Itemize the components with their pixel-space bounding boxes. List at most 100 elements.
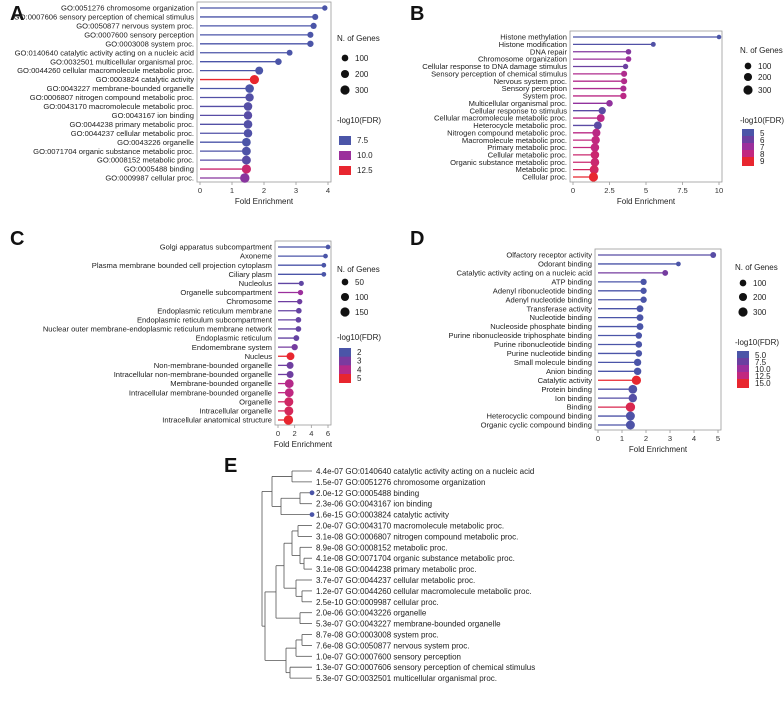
lollipop-point (312, 13, 319, 20)
panel-C: C Golgi apparatus subcompartmentAxonemePl… (10, 228, 381, 449)
category-label: Chromosome organization (478, 55, 567, 64)
size-legend-dot (341, 54, 349, 62)
category-label: Cellular macromolecule metabolic proc. (434, 114, 567, 123)
lollipop-point (628, 384, 638, 394)
x-tick-label: 3 (668, 434, 672, 443)
category-label: Heterocyclic compound binding (486, 412, 592, 421)
lollipop-point (676, 261, 681, 267)
size-legend-title: N. of Genes (337, 265, 380, 274)
lollipop-point (242, 146, 251, 156)
category-label: Endomembrane system (192, 343, 272, 352)
tree-tip-dot (309, 512, 315, 517)
category-label: Purine nucleotide binding (507, 349, 592, 358)
size-legend-value: 100 (758, 62, 772, 71)
color-legend-value: 4 (357, 365, 362, 374)
lollipop-point (662, 269, 669, 276)
plot-frame (594, 248, 722, 431)
category-label: GO:0008152 metabolic proc. (97, 156, 194, 165)
lollipop-point (625, 56, 632, 62)
lollipop-point (298, 280, 304, 286)
color-legend-value: 2 (357, 348, 362, 357)
lollipop-point (293, 335, 300, 341)
category-label: Cellular proc. (522, 173, 567, 182)
panel-label: B (410, 3, 424, 25)
category-label: GO:0044238 primary metabolic proc. (69, 120, 194, 129)
category-label: Intracellular anatomical structure (162, 416, 272, 425)
color-legend-swatch (742, 150, 754, 159)
size-legend-title: N. of Genes (735, 263, 778, 272)
category-label: Plasma membrane bounded cell projection … (92, 261, 272, 270)
category-label: Nucleoside phosphate binding (490, 322, 592, 331)
color-legend-value: 15.0 (755, 379, 771, 388)
x-axis-title: Fold Enrichment (274, 440, 333, 449)
size-legend-dot (340, 307, 350, 317)
category-label: GO:0044237 cellular metabolic proc. (71, 129, 194, 138)
lollipop-point (295, 317, 302, 323)
category-label: GO:0005488 binding (124, 165, 194, 174)
size-legend-value: 50 (355, 278, 364, 287)
category-label: GO:0140640 catalytic activity acting on … (15, 48, 194, 57)
lollipop-point (243, 128, 253, 138)
lollipop-point (621, 78, 628, 85)
tree-leaf-label: 4.4e-07 GO:0140640 catalytic activity ac… (316, 467, 534, 476)
category-label: Histone modification (499, 40, 567, 49)
color-legend-value: 8 (760, 150, 765, 159)
color-legend-swatch (339, 365, 351, 375)
size-legend-dot (738, 292, 748, 302)
category-label: Heterocycle metabolic proc. (473, 121, 567, 130)
lollipop-point (640, 278, 647, 285)
lollipop-point (291, 344, 298, 351)
x-tick-label: 10 (715, 186, 723, 195)
lollipop-point (310, 22, 317, 29)
category-label: GO:0009987 cellular proc. (105, 174, 194, 183)
x-tick-label: 5 (644, 186, 648, 195)
lollipop-point (620, 85, 627, 92)
lollipop-point (241, 155, 251, 165)
color-legend-swatch (737, 365, 749, 374)
category-label: Histone methylation (500, 33, 567, 42)
x-tick-label: 4 (692, 434, 696, 443)
lollipop-point (628, 393, 638, 403)
category-label: Organelle (239, 397, 272, 406)
category-label: Adenyl ribonucleotide binding (493, 286, 592, 295)
category-label: GO:0043227 membrane-bounded organelle (47, 84, 194, 93)
x-tick-label: 2 (262, 186, 266, 195)
size-legend-dot (744, 62, 752, 70)
color-legend-swatch (742, 143, 754, 152)
color-legend-value: 7 (760, 143, 765, 152)
lollipop-point (322, 5, 328, 11)
tree-leaf-label: 2.0e-12 GO:0005488 binding (316, 489, 419, 498)
color-legend-value: 10.0 (357, 151, 373, 160)
tree-tip-dot (309, 490, 315, 496)
color-legend-swatch (737, 358, 749, 367)
category-label: Transferase activity (526, 304, 592, 313)
lollipop-point (636, 305, 644, 313)
x-tick-label: 0 (571, 186, 575, 195)
size-legend-dot (743, 72, 753, 82)
category-label: Intracellular non-membrane-bounded organ… (114, 370, 272, 379)
color-legend-swatch (737, 372, 749, 381)
color-legend-swatch (339, 136, 351, 145)
tree-leaf-label: 7.6e-08 GO:0050877 nervous system proc. (316, 641, 469, 650)
lollipop-point (621, 70, 628, 77)
size-legend-dot (739, 279, 747, 287)
color-legend-value: 9 (760, 157, 765, 166)
lollipop-point (286, 352, 295, 361)
lollipop-point (243, 111, 253, 120)
size-legend-dot (340, 292, 350, 302)
tree-leaf-label: 1.0e-07 GO:0007600 sensory perception (316, 652, 461, 661)
category-label: Intracellular organelle (199, 406, 272, 415)
color-legend-title: -log10(FDR) (337, 333, 381, 342)
category-label: Nervous system proc. (494, 77, 567, 86)
lollipop-point (295, 326, 302, 332)
category-label: Anion binding (546, 367, 592, 376)
lollipop-point (245, 84, 254, 93)
category-label: Axoneme (240, 252, 272, 261)
x-tick-label: 2 (644, 434, 648, 443)
category-label: GO:0043167 ion binding (112, 111, 194, 120)
lollipop-point (650, 41, 656, 47)
lollipop-point (307, 40, 314, 47)
category-label: Chromosome (226, 297, 272, 306)
color-legend-title: -log10(FDR) (740, 116, 784, 125)
